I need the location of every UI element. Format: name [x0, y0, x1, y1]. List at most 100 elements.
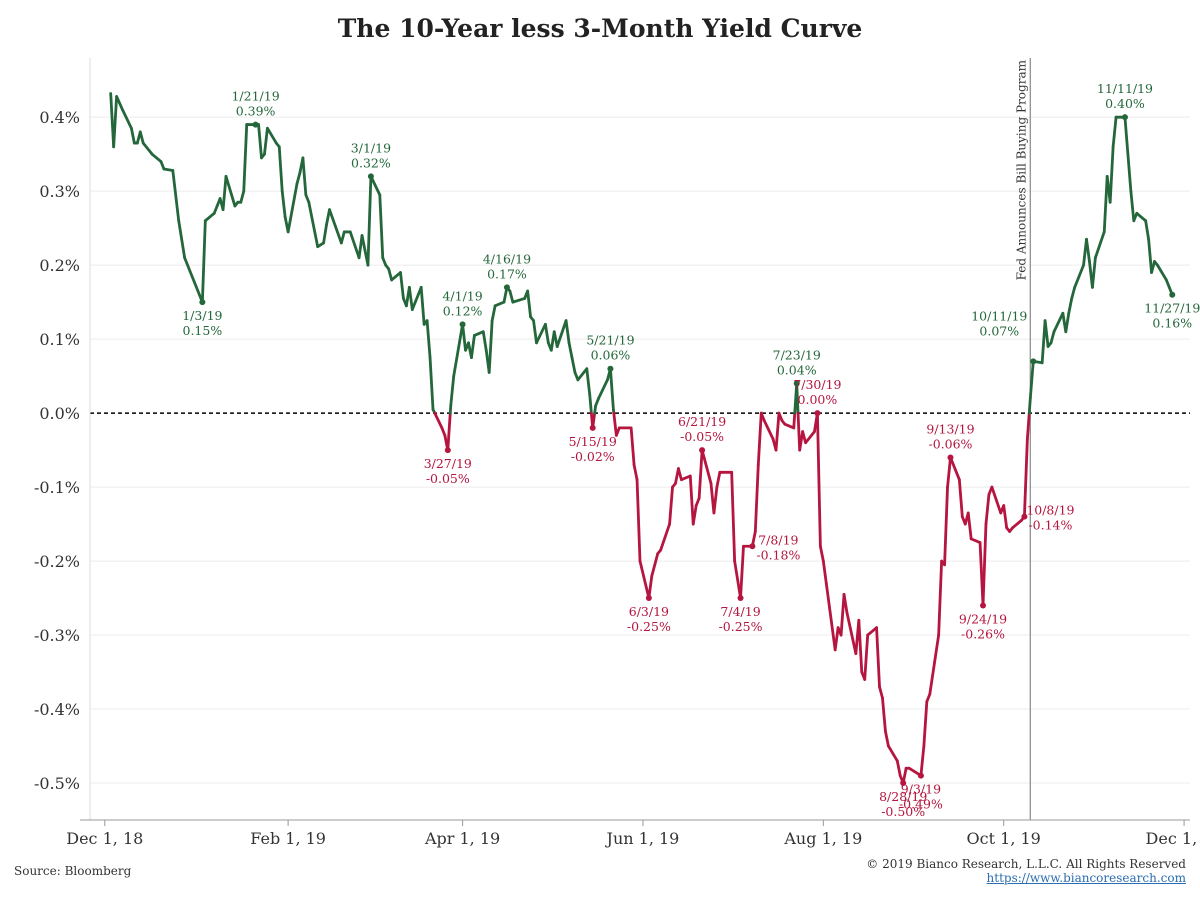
- line-segment: [818, 544, 825, 563]
- line-segment: [762, 419, 775, 441]
- line-segment: [328, 208, 343, 245]
- line-segment: [659, 522, 671, 552]
- annotation-date: 4/16/19: [483, 251, 531, 266]
- line-segment: [943, 485, 949, 567]
- annotation-date: 9/3/19: [901, 782, 941, 797]
- annotation-value: -0.14%: [1028, 518, 1072, 533]
- line-segment: [792, 411, 797, 430]
- line-segment: [928, 633, 941, 696]
- line-segment: [839, 592, 846, 637]
- annotation-value: 0.39%: [236, 104, 276, 119]
- line-segment: [1023, 437, 1029, 519]
- line-segment: [286, 182, 299, 234]
- annotation-point: [749, 543, 756, 550]
- line-segment: [183, 256, 204, 304]
- line-segment: [428, 356, 435, 411]
- line-segment: [301, 156, 308, 197]
- annotation-date: 5/21/19: [586, 333, 634, 348]
- line-segment: [543, 322, 550, 345]
- line-segment: [115, 95, 124, 112]
- line-segment: [490, 304, 497, 323]
- annotation-date: 9/13/19: [926, 421, 974, 436]
- annotation-value: -0.18%: [756, 547, 800, 562]
- line-segment: [564, 319, 571, 345]
- line-segment: [691, 504, 698, 526]
- line-segment: [1111, 115, 1118, 149]
- line-segment: [200, 219, 207, 304]
- line-segment: [369, 174, 382, 197]
- line-segment: [1025, 411, 1031, 441]
- annotation-value: 0.15%: [183, 323, 223, 338]
- line-segment: [1043, 319, 1050, 348]
- line-segment: [609, 367, 615, 411]
- annotation-value: -0.02%: [571, 449, 615, 464]
- line-segment: [1070, 285, 1077, 300]
- line-segment: [452, 322, 464, 378]
- line-segment: [937, 559, 944, 637]
- y-tick-label: -0.3%: [34, 626, 80, 645]
- line-segment: [446, 411, 452, 452]
- event-label: Fed Announces Bill Buying Program: [1014, 59, 1028, 280]
- line-segment: [842, 592, 849, 615]
- line-segment: [1049, 330, 1056, 345]
- y-tick-label: -0.4%: [34, 700, 80, 719]
- annotation-point: [607, 365, 614, 372]
- line-segment: [984, 493, 991, 526]
- line-segment: [121, 108, 133, 130]
- website-link[interactable]: https://www.biancoresearch.com: [986, 871, 1186, 885]
- line-segment: [966, 511, 973, 541]
- line-segment: [597, 378, 609, 400]
- line-segment: [969, 537, 982, 544]
- line-segment: [112, 95, 119, 149]
- line-segment: [1123, 115, 1130, 156]
- annotation-value: 0.40%: [1105, 96, 1145, 111]
- line-segment: [833, 626, 840, 652]
- line-segment: [878, 685, 884, 700]
- line-segment: [957, 478, 964, 519]
- line-segment: [425, 319, 432, 360]
- line-segment: [1144, 219, 1151, 241]
- annotation-date: 11/27/19: [1144, 301, 1200, 316]
- line-segment: [585, 367, 592, 397]
- annotation-point: [1030, 358, 1037, 365]
- annotation-value: 0.06%: [591, 348, 631, 363]
- y-tick-label: 0.3%: [39, 182, 80, 201]
- annotation-point: [367, 173, 374, 180]
- line-segment: [688, 474, 695, 526]
- line-segment: [263, 126, 269, 156]
- line-segment: [1002, 504, 1009, 530]
- annotation-point: [900, 780, 907, 787]
- line-segment: [481, 330, 488, 352]
- line-segment: [1135, 211, 1148, 223]
- annotation-labels: 1/3/190.15% 1/21/190.39% 3/1/190.32% 3/27/1…: [182, 81, 1200, 819]
- annotation-value: -0.25%: [627, 619, 671, 634]
- annotation-point: [1169, 291, 1176, 298]
- annotation-date: 7/4/19: [720, 604, 760, 619]
- line-segment: [1093, 230, 1106, 260]
- line-segment: [753, 463, 760, 533]
- line-segment: [922, 700, 929, 748]
- line-segment: [433, 411, 444, 430]
- line-segment: [881, 696, 887, 733]
- line-segment: [824, 581, 837, 652]
- y-tick-label: 0.0%: [39, 404, 80, 423]
- line-segment: [981, 522, 988, 607]
- line-segment: [257, 123, 263, 160]
- annotation-value: -0.26%: [961, 626, 1005, 641]
- line-segment: [946, 456, 952, 489]
- x-tick-label: Apr 1, 19: [424, 829, 500, 848]
- annotation-point: [589, 424, 596, 431]
- line-segment: [366, 174, 373, 267]
- line-segment: [875, 626, 881, 689]
- annotation-date: 11/11/19: [1097, 81, 1153, 96]
- annotation-date: 9/24/19: [959, 611, 1007, 626]
- y-tick-label: -0.2%: [34, 552, 80, 571]
- line-segment: [1126, 152, 1133, 193]
- source-note: Source: Bloomberg: [14, 864, 132, 878]
- line-segment: [378, 193, 385, 260]
- line-segment: [150, 152, 163, 163]
- line-segment: [1027, 396, 1032, 415]
- line-segment: [508, 289, 515, 304]
- line-segment: [171, 169, 181, 223]
- line-segment: [783, 422, 796, 430]
